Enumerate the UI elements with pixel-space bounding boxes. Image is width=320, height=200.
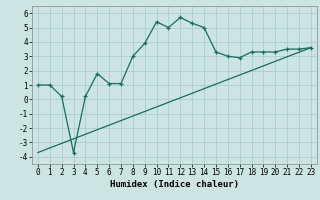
X-axis label: Humidex (Indice chaleur): Humidex (Indice chaleur) [110, 180, 239, 189]
